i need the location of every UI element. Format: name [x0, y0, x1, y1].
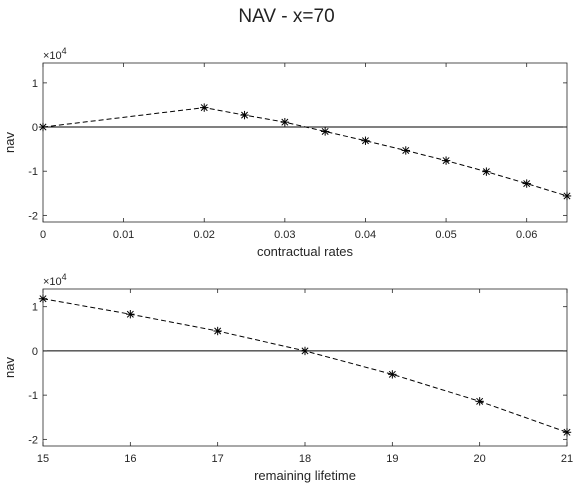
- marker-stroke: [200, 104, 208, 112]
- y-tick-label: 1: [32, 302, 38, 314]
- marker-stroke: [126, 310, 134, 318]
- y-exponent-label: ×104: [43, 46, 67, 62]
- x-tick-label: 15: [37, 453, 49, 465]
- y-tick-label: 0: [32, 346, 38, 358]
- x-tick-label: 0: [40, 229, 46, 241]
- y-tick-label: 1: [32, 78, 38, 90]
- marker-stroke: [402, 146, 410, 154]
- data-point-marker: [240, 110, 249, 120]
- data-point-marker: [126, 310, 135, 319]
- data-point-marker: [522, 179, 531, 188]
- x-tick-label: 0.06: [516, 229, 537, 241]
- y-tick-label: -2: [28, 210, 38, 222]
- marker-stroke: [482, 168, 490, 176]
- y-tick-label: -2: [28, 434, 38, 446]
- axes-box: [42, 288, 568, 447]
- x-tick-label: 21: [561, 453, 573, 465]
- data-point-marker: [38, 122, 48, 132]
- x-tick-label: 16: [124, 453, 136, 465]
- marker-stroke: [281, 118, 289, 126]
- data-point-marker: [200, 103, 209, 112]
- data-point-marker: [388, 370, 397, 379]
- marker-stroke: [563, 192, 571, 200]
- y-exponent-label: ×104: [43, 272, 67, 288]
- series-line: [42, 107, 568, 197]
- data-point-marker: [562, 428, 572, 437]
- data-point-marker: [280, 117, 290, 127]
- marker-stroke: [476, 397, 484, 405]
- data-point-marker: [300, 346, 310, 356]
- x-tick-label: 20: [474, 453, 486, 465]
- x-tick-label: 0.04: [355, 229, 376, 241]
- marker-stroke: [361, 137, 369, 145]
- y-exponent-power: 4: [62, 272, 67, 282]
- x-axis-label: remaining lifetime: [254, 468, 356, 483]
- y-exponent-power: 4: [62, 46, 67, 56]
- marker-stroke: [241, 111, 249, 119]
- marker-stroke: [563, 428, 571, 436]
- plot-panel-2: 15 16 17 18 19 20 21 -2 -1 0 1 ×104 remaining lifeti…: [2, 272, 573, 483]
- y-axis-label: nav: [2, 357, 17, 378]
- marker-stroke: [39, 295, 47, 303]
- y-tick-label: -1: [28, 166, 38, 178]
- marker-stroke: [523, 180, 531, 188]
- x-tick-label: 0.05: [435, 229, 456, 241]
- data-point-marker: [361, 136, 370, 145]
- series-line: [42, 298, 568, 433]
- x-tick-label: 0.01: [113, 229, 134, 241]
- data-point-marker: [562, 191, 572, 201]
- y-axis-label: nav: [2, 132, 17, 153]
- x-tick-label: 0.02: [194, 229, 215, 241]
- plot-panel-1: 0 0.01 0.02 0.03 0.04 0.05 0.06 -2 -1 0 1 ×104 contr…: [2, 46, 572, 259]
- x-tick-label: 17: [212, 453, 224, 465]
- marker-stroke: [442, 157, 450, 165]
- marker-stroke: [321, 127, 329, 135]
- x-tick-label: 0.03: [274, 229, 295, 241]
- data-point-marker: [401, 146, 410, 155]
- y-tick-label: -1: [28, 390, 38, 402]
- x-tick-label: 18: [299, 453, 311, 465]
- data-point-marker: [213, 326, 222, 336]
- data-point-marker: [38, 294, 48, 303]
- marker-stroke: [388, 370, 396, 378]
- data-point-marker: [482, 167, 491, 176]
- marker-stroke: [39, 123, 47, 131]
- marker-stroke: [214, 327, 222, 335]
- data-point-marker: [441, 156, 451, 165]
- y-tick-label: 0: [32, 122, 38, 134]
- x-axis-label: contractual rates: [257, 244, 354, 259]
- figure-title: NAV - x=70: [238, 6, 335, 27]
- data-point-marker: [320, 127, 330, 136]
- axes-box: [42, 62, 568, 223]
- data-point-marker: [475, 397, 484, 406]
- x-tick-label: 19: [386, 453, 398, 465]
- marker-stroke: [301, 347, 309, 355]
